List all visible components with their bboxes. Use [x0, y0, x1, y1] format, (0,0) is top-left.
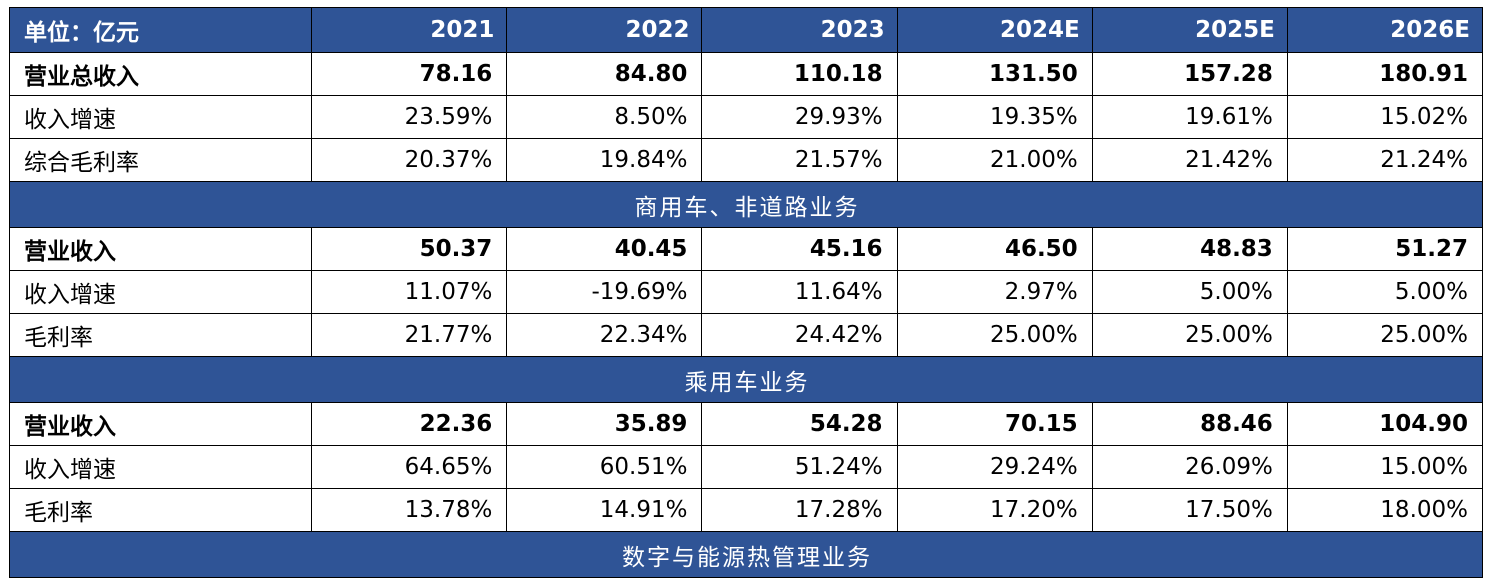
- value-cell: 110.18: [701, 52, 898, 96]
- table-row: 综合毛利率 20.37% 19.84% 21.57% 21.00% 21.42% 21.24…: [8, 138, 1484, 182]
- value-cell: 21.00%: [896, 138, 1093, 182]
- value-cell: 19.84%: [506, 138, 703, 182]
- value-cell: 104.90: [1286, 402, 1484, 446]
- value-cell: 180.91: [1286, 52, 1484, 96]
- value-cell: 84.80: [506, 52, 703, 96]
- table-row: 收入增速 11.07% -19.69% 11.64% 2.97% 5.00% 5.00%: [8, 270, 1484, 314]
- value-cell: 88.46: [1091, 402, 1288, 446]
- value-cell: 13.78%: [311, 488, 508, 532]
- value-cell: 22.36: [311, 402, 508, 446]
- value-cell: 19.61%: [1091, 95, 1288, 139]
- value-cell: 21.57%: [701, 138, 898, 182]
- value-cell: 15.02%: [1286, 95, 1484, 139]
- year-header: 2026E: [1286, 7, 1484, 53]
- value-cell: 35.89: [506, 402, 703, 446]
- header-row: 单位：亿元 2021 2022 2023 2024E 2025E 2026E: [8, 7, 1484, 53]
- value-cell: 40.45: [506, 227, 703, 271]
- value-cell: 78.16: [311, 52, 508, 96]
- row-label: 收入增速: [8, 270, 313, 314]
- value-cell: 25.00%: [1091, 313, 1288, 357]
- value-cell: 22.34%: [506, 313, 703, 357]
- forecast-table: 单位：亿元 2021 2022 2023 2024E 2025E 2026E 营…: [8, 7, 1484, 578]
- year-header: 2025E: [1091, 7, 1288, 53]
- table-row: 毛利率 21.77% 22.34% 24.42% 25.00% 25.00% 25.00%: [8, 313, 1484, 357]
- table-row: 收入增速 64.65% 60.51% 51.24% 29.24% 26.09% 15.00%: [8, 445, 1484, 489]
- value-cell: 17.50%: [1091, 488, 1288, 532]
- table-row: 收入增速 23.59% 8.50% 29.93% 19.35% 19.61% 15.02%: [8, 95, 1484, 139]
- value-cell: 51.24%: [701, 445, 898, 489]
- value-cell: 14.91%: [506, 488, 703, 532]
- table-row: 营业总收入 78.16 84.80 110.18 131.50 157.28 180.91: [8, 52, 1484, 96]
- unit-label: 单位：亿元: [8, 7, 313, 53]
- value-cell: 157.28: [1091, 52, 1288, 96]
- row-label: 毛利率: [8, 313, 313, 357]
- value-cell: 17.28%: [701, 488, 898, 532]
- value-cell: 15.00%: [1286, 445, 1484, 489]
- value-cell: 64.65%: [311, 445, 508, 489]
- value-cell: 8.50%: [506, 95, 703, 139]
- value-cell: 11.07%: [311, 270, 508, 314]
- year-header: 2022: [506, 7, 703, 53]
- table-row: 毛利率 13.78% 14.91% 17.28% 17.20% 17.50% 18.00%: [8, 488, 1484, 532]
- value-cell: 25.00%: [896, 313, 1093, 357]
- section-header-row: 商用车、非道路业务: [9, 181, 1483, 228]
- value-cell: 50.37: [311, 227, 508, 271]
- value-cell: 5.00%: [1091, 270, 1288, 314]
- forecast-table-container: 单位：亿元 2021 2022 2023 2024E 2025E 2026E 营…: [8, 7, 1484, 578]
- value-cell: -19.69%: [506, 270, 703, 314]
- section-header-row: 乘用车业务: [9, 356, 1483, 403]
- row-label: 毛利率: [8, 488, 313, 532]
- value-cell: 19.35%: [896, 95, 1093, 139]
- row-label: 收入增速: [8, 445, 313, 489]
- year-header: 2023: [701, 7, 898, 53]
- value-cell: 5.00%: [1286, 270, 1484, 314]
- value-cell: 54.28: [701, 402, 898, 446]
- value-cell: 23.59%: [311, 95, 508, 139]
- value-cell: 29.24%: [896, 445, 1093, 489]
- table-body: 营业总收入 78.16 84.80 110.18 131.50 157.28 180.91 收…: [8, 52, 1484, 578]
- section-title: 乘用车业务: [9, 356, 1483, 403]
- year-header: 2021: [311, 7, 508, 53]
- value-cell: 21.77%: [311, 313, 508, 357]
- value-cell: 18.00%: [1286, 488, 1484, 532]
- value-cell: 51.27: [1286, 227, 1484, 271]
- value-cell: 29.93%: [701, 95, 898, 139]
- value-cell: 70.15: [896, 402, 1093, 446]
- value-cell: 21.42%: [1091, 138, 1288, 182]
- value-cell: 20.37%: [311, 138, 508, 182]
- value-cell: 25.00%: [1286, 313, 1484, 357]
- value-cell: 11.64%: [701, 270, 898, 314]
- value-cell: 46.50: [896, 227, 1093, 271]
- value-cell: 2.97%: [896, 270, 1093, 314]
- value-cell: 48.83: [1091, 227, 1288, 271]
- value-cell: 17.20%: [896, 488, 1093, 532]
- value-cell: 24.42%: [701, 313, 898, 357]
- table-row: 营业收入 22.36 35.89 54.28 70.15 88.46 104.90: [8, 402, 1484, 446]
- value-cell: 131.50: [896, 52, 1093, 96]
- year-header: 2024E: [896, 7, 1093, 53]
- row-label: 营业收入: [8, 402, 313, 446]
- section-title: 商用车、非道路业务: [9, 181, 1483, 228]
- value-cell: 60.51%: [506, 445, 703, 489]
- section-header-row: 数字与能源热管理业务: [9, 531, 1483, 578]
- value-cell: 21.24%: [1286, 138, 1484, 182]
- value-cell: 45.16: [701, 227, 898, 271]
- section-title: 数字与能源热管理业务: [9, 531, 1483, 578]
- table-header: 单位：亿元 2021 2022 2023 2024E 2025E 2026E: [8, 7, 1484, 53]
- row-label: 营业收入: [8, 227, 313, 271]
- row-label: 收入增速: [8, 95, 313, 139]
- row-label: 综合毛利率: [8, 138, 313, 182]
- table-row: 营业收入 50.37 40.45 45.16 46.50 48.83 51.27: [8, 227, 1484, 271]
- row-label: 营业总收入: [8, 52, 313, 96]
- value-cell: 26.09%: [1091, 445, 1288, 489]
